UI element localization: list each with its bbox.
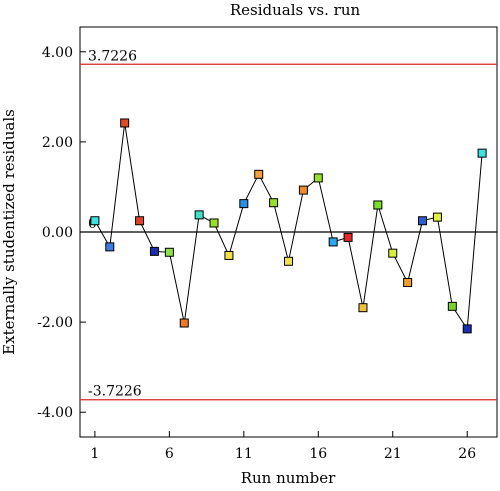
data-point <box>447 301 457 311</box>
data-point <box>179 318 189 328</box>
data-point <box>343 232 353 242</box>
data-point <box>298 185 308 195</box>
data-point <box>477 148 487 158</box>
x-tick-label: 1 <box>90 446 99 462</box>
data-point <box>269 198 279 208</box>
data-point <box>164 247 174 257</box>
data-point <box>418 216 428 226</box>
data-point <box>284 256 293 266</box>
x-tick-label: 6 <box>165 446 174 462</box>
data-point <box>239 199 249 209</box>
data-point <box>313 173 323 183</box>
reference-line-label: -3.7226 <box>88 384 142 400</box>
y-tick-label: 4.00 <box>42 45 73 61</box>
y-tick-label: -2.00 <box>37 315 73 331</box>
data-point <box>105 242 115 252</box>
x-tick-label: 21 <box>384 446 402 462</box>
data-point <box>388 248 398 258</box>
data-point <box>194 210 204 220</box>
data-point <box>120 118 130 128</box>
series-line <box>94 122 483 331</box>
data-point <box>90 216 100 226</box>
chart-title: Residuals vs. run <box>230 1 361 19</box>
data-point <box>224 250 234 260</box>
x-tick-label: 16 <box>309 446 327 462</box>
data-point <box>209 218 219 228</box>
data-point <box>373 200 383 210</box>
data-point <box>403 277 413 287</box>
y-tick-label: 2.00 <box>42 135 73 151</box>
reference-lines: 3.72260-3.7226 <box>80 48 497 401</box>
x-axis-ticks: 1 6 11 16 21 26 <box>90 431 476 462</box>
data-point <box>358 303 368 313</box>
y-tick-label: -4.00 <box>37 405 73 421</box>
data-point <box>328 237 338 247</box>
data-point <box>462 324 472 334</box>
data-point <box>432 212 442 222</box>
data-point <box>254 169 264 179</box>
y-axis-label: Externally studentized residuals <box>0 109 18 355</box>
x-tick-label: 26 <box>458 446 476 462</box>
data-point <box>149 246 159 256</box>
reference-line-label: 3.7226 <box>88 48 137 64</box>
y-tick-label: 0.00 <box>42 225 73 241</box>
x-tick-label: 11 <box>235 446 253 462</box>
x-axis-label: Run number <box>241 469 336 487</box>
data-point <box>135 216 145 226</box>
data-points <box>90 118 487 334</box>
y-axis-ticks: 4.00 2.00 0.00 -2.00 -4.00 <box>37 45 86 421</box>
